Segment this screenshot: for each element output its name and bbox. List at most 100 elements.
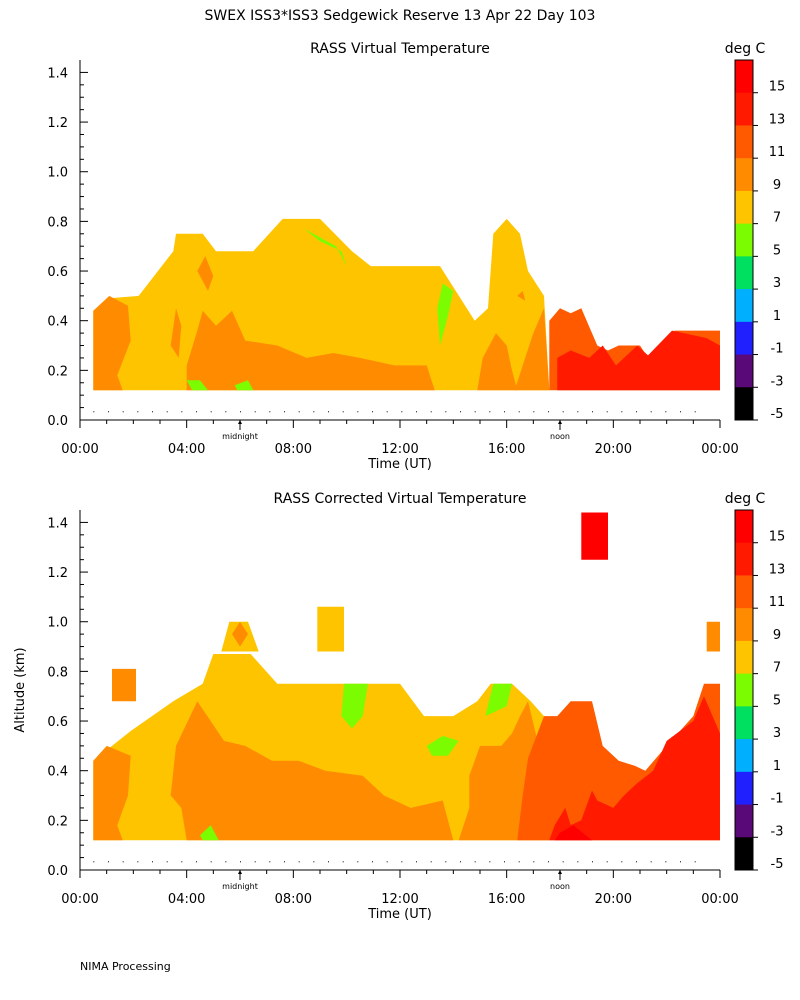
- sample-dot: [386, 861, 388, 863]
- marker-label: noon: [550, 882, 570, 891]
- colorbar-band: [735, 190, 753, 225]
- contour-region-16: [200, 825, 219, 841]
- sample-dot: [460, 411, 461, 413]
- panel-top-title: RASS Virtual Temperature: [310, 41, 490, 57]
- colorbar-band: [735, 256, 753, 290]
- contour-region-1: [93, 295, 131, 391]
- colorbar-band: [735, 125, 753, 159]
- y-tick-label: 0.2: [47, 364, 68, 379]
- x-tick-label: 00:00: [701, 442, 738, 457]
- contour-region-3: [112, 668, 136, 702]
- sample-dot: [430, 411, 432, 413]
- colorbar-tick-label: 7: [773, 661, 781, 676]
- colorbar-tick-label: 11: [769, 595, 786, 610]
- contour-region-11: [554, 825, 592, 841]
- sample-dot: [621, 861, 623, 863]
- sample-dot: [665, 861, 667, 863]
- colorbar-tick-label: -5: [771, 857, 784, 872]
- sample-dot: [577, 411, 579, 413]
- x-tick-label: 12:00: [381, 892, 418, 907]
- sample-dot: [372, 411, 373, 413]
- x-tick-label: 16:00: [488, 442, 525, 457]
- panel-top-contours: [93, 218, 720, 391]
- contour-region-9: [437, 283, 454, 346]
- colorbar-band: [735, 510, 753, 544]
- sample-dot: [313, 861, 315, 863]
- sample-dot: [196, 861, 197, 863]
- panel-bottom-sample-dots: [93, 861, 696, 863]
- sample-dot: [137, 861, 139, 863]
- panel-top-sample-dots: [93, 411, 696, 413]
- panel-bottom-y-label: Altitude (km): [13, 647, 28, 732]
- sample-dot: [548, 861, 549, 863]
- sample-dot: [592, 861, 593, 863]
- sample-dot: [122, 861, 124, 863]
- marker-label: midnight: [222, 432, 258, 441]
- sample-dot: [93, 411, 95, 413]
- x-tick-label: 20:00: [595, 442, 632, 457]
- sample-dot: [152, 861, 153, 863]
- colorbar-band: [735, 158, 753, 192]
- colorbar-tick-label: 15: [769, 530, 786, 545]
- y-tick-label: 0.6: [47, 265, 68, 280]
- sample-dot: [122, 411, 124, 413]
- colorbar-band: [735, 289, 753, 323]
- sample-dot: [313, 411, 315, 413]
- sample-dot: [562, 411, 564, 413]
- y-tick-label: 0.0: [47, 864, 68, 879]
- sample-dot: [621, 411, 623, 413]
- panel-bottom-ticks: 0.0 0.2 0.4 0.6 0.8 1.0 1.2 1.4 00:00 04:00 08:00 1…: [47, 516, 738, 907]
- y-tick-label: 0.4: [47, 765, 68, 780]
- sample-dot: [518, 861, 520, 863]
- contour-region-13: [341, 683, 368, 729]
- panel-bottom: RASS Corrected Virtual Temperature 0.00.…: [13, 491, 785, 922]
- sample-dot: [445, 861, 447, 863]
- panel-bottom-colorbar-label: deg C: [725, 491, 766, 507]
- sample-dot: [416, 411, 417, 413]
- y-tick-label: 1.4: [47, 516, 68, 531]
- sample-dot: [694, 861, 696, 863]
- marker-arrow: [558, 420, 562, 424]
- colorbar-band: [735, 542, 753, 576]
- sample-dot: [386, 411, 388, 413]
- sample-dot: [416, 861, 417, 863]
- colorbar-band: [735, 804, 753, 838]
- colorbar-band: [735, 739, 753, 773]
- colorbar-tick-label: 11: [769, 145, 786, 160]
- colorbar-tick-label: 1: [773, 309, 781, 324]
- sample-dot: [210, 411, 212, 413]
- x-tick-label: 08:00: [275, 442, 312, 457]
- sample-dot: [548, 411, 549, 413]
- panel-top-colorbar: 15 13 11 9 7 5 3 1 -1 -3 -5: [734, 59, 786, 422]
- colorbar-tick-label: 3: [773, 726, 781, 741]
- sample-dot: [504, 861, 505, 863]
- y-tick-label: 0.0: [47, 414, 68, 429]
- sample-dot: [284, 861, 285, 863]
- colorbar-band: [735, 387, 753, 421]
- colorbar-tick-label: 1: [773, 759, 781, 774]
- sample-dot: [445, 411, 447, 413]
- sample-dot: [137, 411, 139, 413]
- panel-bottom-title: RASS Corrected Virtual Temperature: [274, 491, 527, 507]
- sample-dot: [108, 861, 109, 863]
- sample-dot: [225, 411, 227, 413]
- sample-dot: [430, 861, 432, 863]
- sample-dot: [577, 861, 579, 863]
- sample-dot: [254, 861, 256, 863]
- sample-dot: [372, 861, 373, 863]
- colorbar-band: [735, 771, 753, 806]
- sample-dot: [518, 411, 520, 413]
- colorbar-tick-label: 15: [769, 80, 786, 95]
- y-tick-label: 0.8: [47, 665, 68, 680]
- sample-dot: [665, 411, 667, 413]
- sample-dot: [606, 411, 608, 413]
- sample-dot: [298, 861, 300, 863]
- sample-dot: [225, 861, 227, 863]
- colorbar-tick-label: 7: [773, 211, 781, 226]
- sample-dot: [152, 411, 153, 413]
- colorbar-band: [735, 223, 753, 257]
- sample-dot: [562, 861, 564, 863]
- contour-region-6: [93, 745, 131, 841]
- sample-dot: [298, 411, 300, 413]
- colorbar-tick-label: -1: [771, 342, 784, 357]
